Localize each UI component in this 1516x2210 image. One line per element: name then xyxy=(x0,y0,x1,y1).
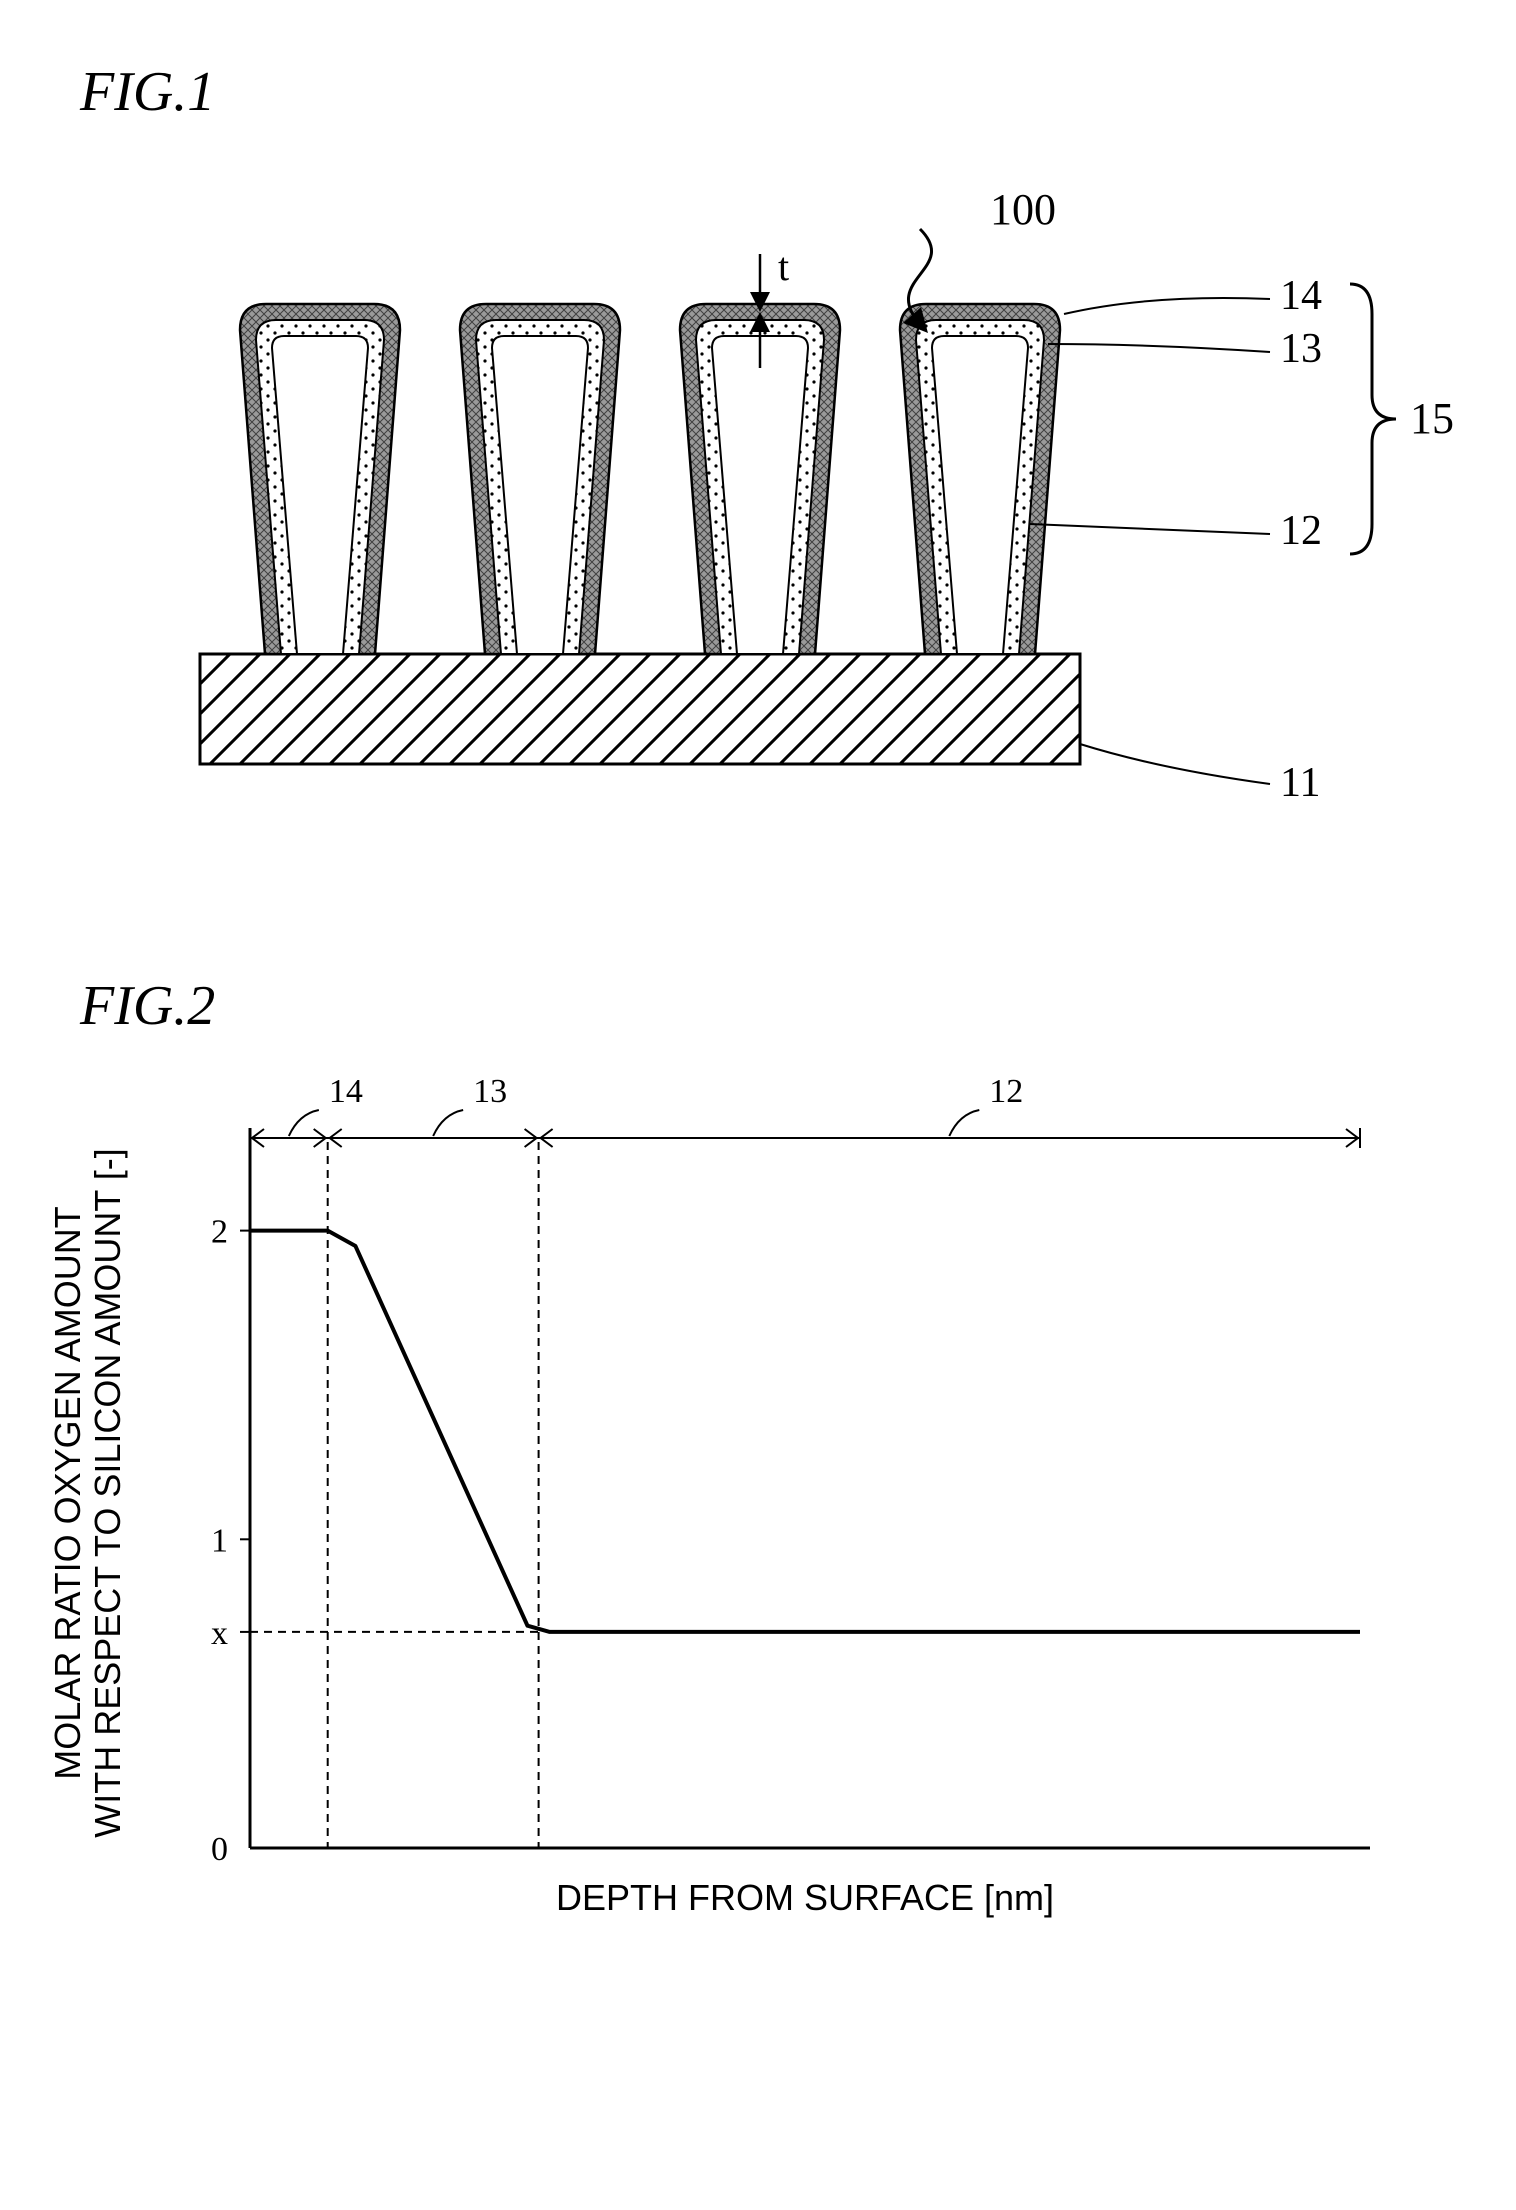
leader-14 xyxy=(1064,298,1270,314)
leader-12 xyxy=(1030,524,1270,534)
ref-13: 13 xyxy=(1280,326,1322,372)
y-axis-label: MOLAR RATIO OXYGEN AMOUNTWITH RESPECT TO… xyxy=(47,1148,128,1837)
fig1-title: FIG.1 xyxy=(80,60,1476,124)
ref-15: 15 xyxy=(1410,394,1454,443)
fig2-chart: 0x12141312DEPTH FROM SURFACE [nm]MOLAR R… xyxy=(40,1068,1476,1968)
region-ref: 12 xyxy=(989,1073,1023,1110)
x-axis-label: DEPTH FROM SURFACE [nm] xyxy=(556,1877,1054,1918)
leader-11 xyxy=(1080,744,1270,784)
y-tick-label: 1 xyxy=(211,1522,228,1559)
y-tick-label: 0 xyxy=(211,1831,228,1868)
thickness-label: t xyxy=(778,244,789,289)
ref-12: 12 xyxy=(1280,508,1322,554)
fig2-title: FIG.2 xyxy=(80,974,1476,1038)
region-leader xyxy=(289,1110,319,1136)
substrate xyxy=(200,654,1080,764)
region-leader xyxy=(949,1110,979,1136)
region-ref: 13 xyxy=(473,1073,507,1110)
region-leader xyxy=(433,1110,463,1136)
ref-14: 14 xyxy=(1280,273,1322,319)
y-tick-label: 2 xyxy=(211,1214,228,1251)
ref-11: 11 xyxy=(1280,760,1320,806)
bracket xyxy=(1350,284,1396,554)
assembly-ref: 100 xyxy=(990,185,1056,234)
fig1-diagram: t 100 14 13 12 15 11 xyxy=(40,154,1476,834)
curve xyxy=(250,1231,1360,1632)
region-ref: 14 xyxy=(329,1073,363,1110)
leader-13 xyxy=(1048,344,1270,352)
y-tick-label: x xyxy=(211,1615,228,1652)
